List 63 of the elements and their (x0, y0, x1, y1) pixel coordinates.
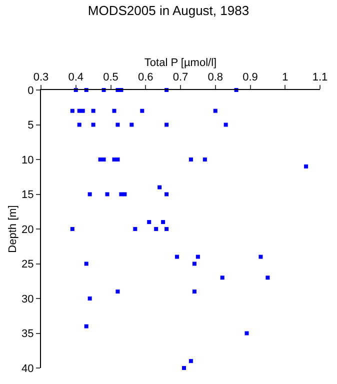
point (116, 158, 120, 162)
point (88, 296, 92, 300)
point (196, 254, 200, 259)
point (70, 227, 74, 231)
point (164, 192, 169, 196)
point (164, 227, 169, 231)
y-tick-label: 10 (22, 154, 34, 166)
y-axis-title: Depth [m] (7, 205, 20, 253)
point (147, 220, 152, 224)
x-tick-label: 0.9 (242, 72, 258, 84)
point (105, 192, 110, 196)
y-tick-label: 0 (28, 84, 34, 97)
point (188, 158, 193, 162)
point (154, 227, 158, 231)
point (244, 331, 249, 336)
y-tick-label: 40 (22, 362, 34, 375)
x-tick-label: 0.6 (138, 72, 154, 84)
point (84, 324, 88, 328)
x-tick-label: 0.3 (33, 72, 49, 84)
point (80, 108, 85, 113)
point (133, 227, 138, 231)
point (116, 122, 120, 127)
point (175, 254, 180, 259)
point (77, 122, 82, 127)
point (88, 192, 92, 196)
point (84, 262, 88, 266)
point (224, 122, 228, 127)
point (258, 254, 263, 259)
x-tick-label: 0.7 (172, 72, 188, 84)
x-tick-label: 0.5 (103, 72, 118, 84)
point (112, 108, 116, 113)
x-tick-label: 1 (282, 72, 288, 84)
point (158, 185, 162, 190)
point (202, 158, 207, 162)
point (213, 108, 218, 113)
point (116, 290, 120, 294)
y-tick-label: 35 (22, 328, 34, 340)
point (91, 122, 96, 127)
x-tick-label: 0.4 (68, 72, 84, 84)
y-tick-label: 30 (22, 293, 34, 306)
x-tick-label: 1.1 (312, 72, 328, 84)
point (304, 164, 308, 168)
point (161, 220, 166, 224)
point (91, 108, 96, 113)
point (130, 122, 134, 127)
point (122, 192, 127, 196)
point (188, 359, 193, 364)
chart-title: MODS2005 in August, 1983 (88, 2, 250, 18)
point (220, 276, 224, 280)
point (102, 158, 106, 162)
y-tick-label: 15 (22, 189, 34, 202)
point (192, 290, 196, 294)
point (140, 108, 144, 113)
x-tick-label: 0.8 (208, 72, 224, 84)
x-axis-title: Total P [µmol/l] (144, 57, 217, 70)
point (182, 366, 186, 370)
point (164, 122, 169, 127)
point (70, 108, 74, 113)
point (192, 262, 196, 266)
y-tick-label: 25 (22, 258, 34, 271)
y-tick-label: 20 (22, 224, 34, 236)
point (266, 276, 270, 280)
y-tick-label: 5 (28, 120, 34, 132)
